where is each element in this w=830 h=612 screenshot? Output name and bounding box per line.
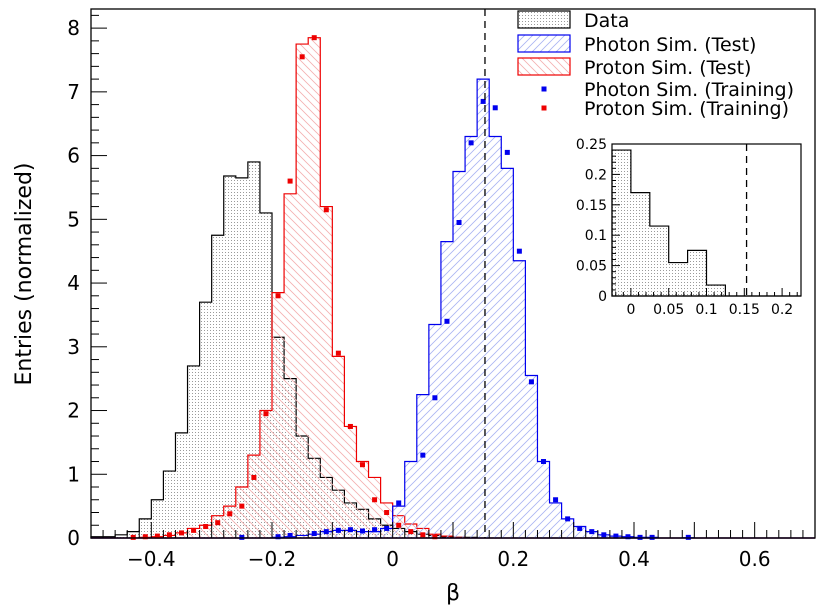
- photon-sim-training-marker: [589, 529, 595, 535]
- photon-sim-training-marker: [516, 248, 522, 254]
- photon-sim-training-marker: [347, 527, 353, 533]
- photon-sim-training-marker: [287, 532, 293, 538]
- y-tick-label: 7: [67, 80, 80, 104]
- photon-sim-training-marker: [601, 532, 607, 538]
- proton-sim-training-marker: [335, 350, 341, 356]
- y-tick-label: 6: [67, 144, 80, 168]
- inset-y-tick-label: 0: [598, 289, 607, 305]
- photon-sim-training-marker: [565, 516, 571, 522]
- x-axis-label: β: [446, 581, 460, 606]
- x-tick-label: 0.4: [618, 547, 650, 571]
- photon-sim-training-marker: [275, 534, 281, 540]
- y-tick-label: 0: [67, 526, 80, 550]
- x-tick-label: 0: [386, 547, 399, 571]
- photon-sim-training-marker: [492, 105, 498, 111]
- photon-sim-training-marker: [444, 318, 450, 324]
- photon-sim-training-marker: [311, 531, 317, 537]
- photon-sim-training-marker: [372, 527, 378, 533]
- proton-sim-training-marker: [347, 423, 353, 429]
- photon-sim-training-marker: [396, 500, 402, 506]
- proton-sim-training-marker: [384, 510, 390, 516]
- proton-sim-training-marker: [179, 530, 184, 536]
- inset-y-tick-label: 0.2: [585, 167, 607, 183]
- inset-x-tick-label: 0.05: [653, 302, 684, 318]
- inset-y-tick-label: 0.05: [576, 259, 607, 275]
- legend-label-proton-sim-training: Proton Sim. (Training): [584, 98, 789, 120]
- legend-label-photon-sim-test: Photon Sim. (Test): [584, 34, 756, 56]
- proton-sim-training-marker: [396, 522, 402, 528]
- inset-plot: 0 0.05 0.1 0.15 0.2 0 0.05 0.1 0.15 0.2 0.25: [576, 137, 802, 318]
- legend-label-data: Data: [584, 10, 629, 32]
- inset-y-tick-label: 0.15: [576, 198, 607, 214]
- photon-sim-training-marker: [613, 533, 619, 539]
- legend-swatch-proton-sim-test: [517, 57, 571, 76]
- proton-sim-training-marker: [203, 524, 209, 530]
- photon-sim-training-marker: [432, 395, 438, 401]
- photon-sim-training-marker: [625, 534, 631, 540]
- photon-sim-training-marker: [528, 379, 534, 385]
- proton-sim-training-marker: [239, 503, 245, 509]
- proton-sim-training-marker: [323, 207, 329, 213]
- x-tick-label: 0.6: [739, 547, 771, 571]
- y-axis-label: Entries (normalized): [12, 162, 37, 385]
- photon-sim-training-marker: [420, 452, 426, 458]
- legend-label-photon-sim-training: Photon Sim. (Training): [584, 79, 794, 101]
- x-tick-label: −0.4: [127, 547, 176, 571]
- photon-sim-training-marker: [323, 529, 329, 535]
- y-tick-label: 2: [67, 399, 80, 423]
- x-tick-label: −0.2: [248, 547, 297, 571]
- photon-sim-training-marker: [504, 149, 510, 155]
- photon-sim-training-marker: [335, 527, 341, 533]
- proton-sim-training-marker: [154, 533, 160, 539]
- photon-sim-training-marker: [480, 98, 486, 104]
- legend-swatch-photon-sim-test: [517, 34, 571, 53]
- y-tick-label: 5: [67, 207, 80, 231]
- inset-y-tick-label: 0.1: [585, 228, 607, 244]
- photon-sim-training-marker: [577, 525, 583, 531]
- y-tick-label: 8: [67, 16, 80, 40]
- photon-sim-training-marker: [360, 528, 365, 534]
- proton-sim-training-marker: [287, 178, 293, 184]
- legend-label-proton-sim-test: Proton Sim. (Test): [584, 57, 751, 79]
- inset-x-tick-label: 0.2: [771, 302, 793, 318]
- photon-sim-training-marker: [456, 220, 462, 226]
- y-tick-label: 4: [67, 271, 80, 295]
- photon-sim-training-marker: [553, 497, 559, 503]
- proton-sim-training-marker: [191, 527, 197, 533]
- proton-sim-training-marker: [432, 534, 438, 540]
- photon-sim-training-marker: [468, 140, 474, 146]
- main-plot: −0.4 −0.2 0 0.2 0.4 0.6 0 1 2 3 4 5 6 7 8: [67, 8, 816, 571]
- proton-sim-training-marker: [263, 411, 269, 417]
- inset-x-tick-label: 0.1: [695, 302, 717, 318]
- legend-marker-proton-sim-training: [541, 105, 547, 111]
- proton-sim-training-marker: [311, 35, 317, 41]
- photon-sim-training-marker: [384, 525, 390, 531]
- photon-sim-training-marker: [541, 459, 546, 465]
- inset-y-tick-label: 0.25: [576, 137, 607, 153]
- inset-x-tick-label: 0: [626, 302, 635, 318]
- legend-swatch-data: [517, 10, 571, 29]
- proton-sim-training-marker: [215, 520, 221, 526]
- proton-sim-training-marker: [420, 532, 426, 538]
- proton-sim-training-marker: [299, 54, 305, 60]
- proton-sim-training-marker: [275, 293, 281, 299]
- x-tick-label: 0.2: [497, 547, 529, 571]
- legend-marker-photon-sim-training: [541, 86, 547, 92]
- proton-sim-training-marker: [166, 532, 172, 538]
- y-tick-label: 1: [67, 462, 80, 486]
- proton-sim-training-marker: [251, 474, 257, 480]
- proton-sim-training-marker: [372, 497, 378, 503]
- proton-sim-training-marker: [360, 462, 365, 468]
- proton-sim-training-marker: [408, 529, 414, 535]
- proton-sim-training-marker: [227, 511, 233, 517]
- inset-x-tick-label: 0.15: [729, 302, 760, 318]
- proton-sim-training-marker: [142, 534, 148, 540]
- y-tick-label: 3: [67, 335, 80, 359]
